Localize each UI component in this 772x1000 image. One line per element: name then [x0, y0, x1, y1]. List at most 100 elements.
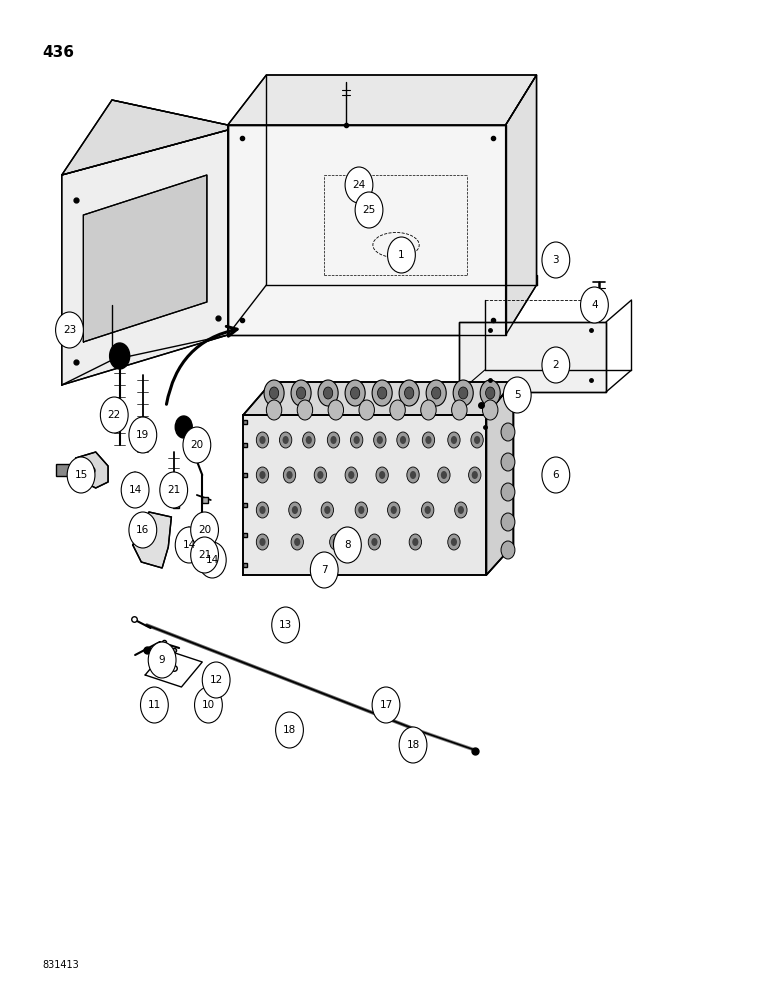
Text: 21: 21 [167, 485, 181, 495]
Circle shape [399, 727, 427, 763]
Circle shape [501, 541, 515, 559]
Circle shape [256, 432, 269, 448]
Circle shape [345, 380, 365, 406]
Text: 20: 20 [198, 525, 212, 535]
Circle shape [371, 538, 378, 546]
Circle shape [359, 400, 374, 420]
Text: 14: 14 [182, 540, 196, 550]
Text: 20: 20 [190, 440, 204, 450]
Circle shape [175, 416, 192, 438]
Circle shape [459, 387, 468, 399]
Circle shape [175, 527, 203, 563]
Circle shape [160, 472, 188, 508]
Circle shape [409, 534, 422, 550]
Circle shape [141, 687, 168, 723]
Circle shape [501, 513, 515, 531]
Circle shape [388, 237, 415, 273]
Circle shape [453, 380, 473, 406]
Circle shape [148, 642, 176, 678]
Circle shape [269, 387, 279, 399]
Circle shape [458, 506, 464, 514]
Circle shape [407, 467, 419, 483]
Circle shape [503, 377, 531, 413]
Text: 18: 18 [406, 740, 420, 750]
Circle shape [191, 537, 218, 573]
Circle shape [183, 427, 211, 463]
Text: 12: 12 [209, 675, 223, 685]
Circle shape [345, 167, 373, 203]
Circle shape [422, 502, 434, 518]
Polygon shape [486, 382, 513, 575]
Text: 3: 3 [553, 255, 559, 265]
Circle shape [399, 380, 419, 406]
Circle shape [410, 471, 416, 479]
Circle shape [355, 192, 383, 228]
Circle shape [542, 242, 570, 278]
Circle shape [390, 400, 405, 420]
Circle shape [259, 436, 266, 444]
Circle shape [451, 538, 457, 546]
Circle shape [471, 432, 483, 448]
Circle shape [324, 506, 330, 514]
Circle shape [303, 432, 315, 448]
Text: 16: 16 [136, 525, 150, 535]
Polygon shape [83, 175, 207, 342]
Circle shape [195, 687, 222, 723]
Polygon shape [506, 75, 537, 335]
Text: 4: 4 [591, 300, 598, 310]
Circle shape [191, 512, 218, 548]
Polygon shape [228, 125, 506, 335]
Text: 22: 22 [107, 410, 121, 420]
Circle shape [432, 387, 441, 399]
Circle shape [279, 432, 292, 448]
Circle shape [422, 432, 435, 448]
Circle shape [259, 538, 266, 546]
Circle shape [334, 527, 361, 563]
Circle shape [469, 467, 481, 483]
Polygon shape [243, 382, 513, 415]
Text: 15: 15 [74, 470, 88, 480]
Text: 18: 18 [283, 725, 296, 735]
Circle shape [486, 387, 495, 399]
Circle shape [501, 453, 515, 471]
Circle shape [321, 502, 334, 518]
Text: 7: 7 [321, 565, 327, 575]
Circle shape [296, 387, 306, 399]
Circle shape [317, 471, 323, 479]
Circle shape [421, 400, 436, 420]
Circle shape [501, 423, 515, 441]
Polygon shape [62, 130, 228, 385]
Circle shape [256, 534, 269, 550]
Circle shape [256, 502, 269, 518]
Circle shape [425, 506, 431, 514]
Circle shape [354, 436, 360, 444]
Circle shape [129, 417, 157, 453]
Circle shape [289, 502, 301, 518]
Text: 19: 19 [136, 430, 150, 440]
Circle shape [276, 712, 303, 748]
Circle shape [129, 512, 157, 548]
Circle shape [350, 387, 360, 399]
Circle shape [438, 467, 450, 483]
Circle shape [318, 380, 338, 406]
Text: 5: 5 [514, 390, 520, 400]
Text: 13: 13 [279, 620, 293, 630]
Circle shape [283, 436, 289, 444]
Circle shape [372, 380, 392, 406]
Circle shape [306, 436, 312, 444]
Circle shape [388, 502, 400, 518]
Circle shape [110, 343, 130, 369]
Circle shape [330, 534, 342, 550]
Text: 21: 21 [198, 550, 212, 560]
Circle shape [323, 387, 333, 399]
Circle shape [452, 400, 467, 420]
Text: 17: 17 [379, 700, 393, 710]
Text: 436: 436 [42, 45, 74, 60]
Circle shape [480, 380, 500, 406]
Circle shape [310, 552, 338, 588]
Polygon shape [133, 512, 171, 568]
Polygon shape [62, 100, 228, 175]
Circle shape [355, 502, 367, 518]
Circle shape [327, 432, 340, 448]
Circle shape [259, 471, 266, 479]
